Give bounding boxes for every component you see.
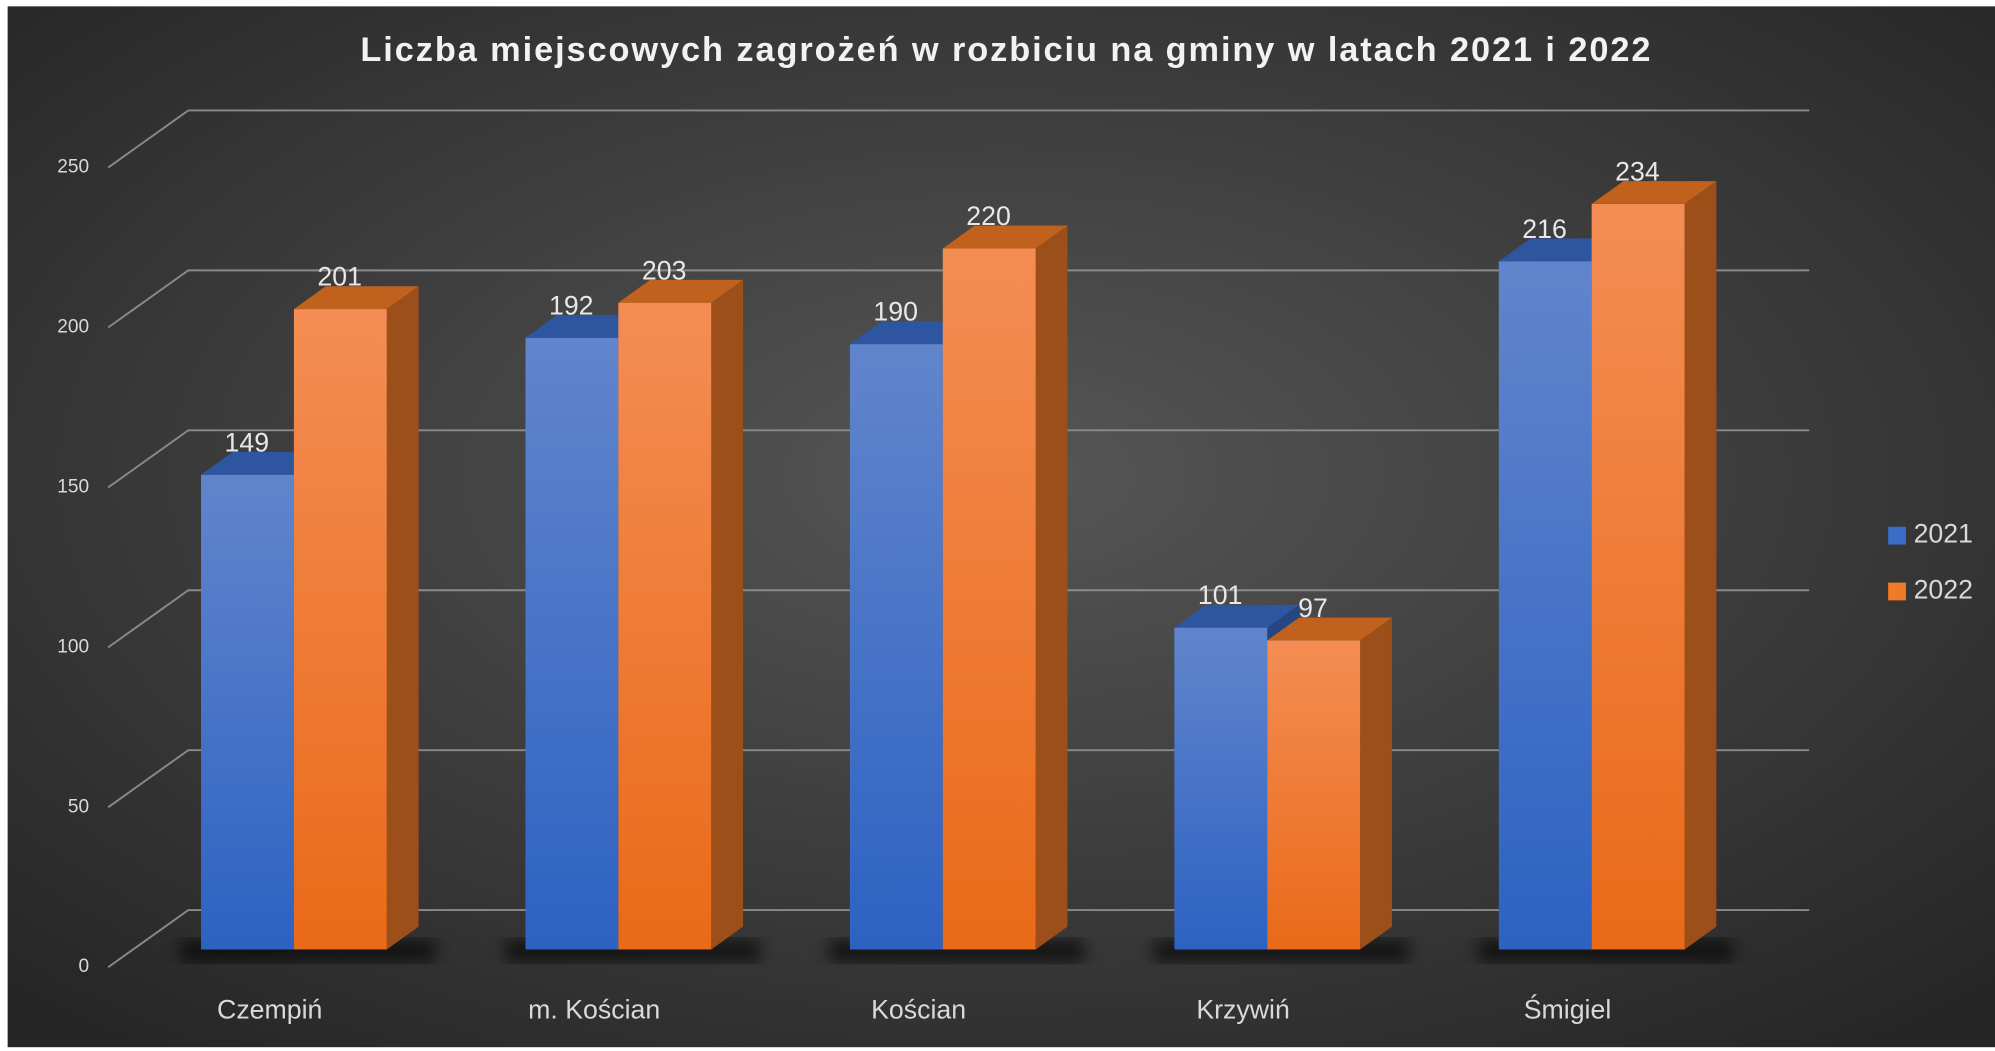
value-label: 220 [966,201,1011,231]
x-tick-label: Krzywiń [1196,995,1289,1025]
y-tick-label: 250 [57,157,89,178]
x-tick-label: Śmigiel [1524,995,1612,1025]
bar-side [711,279,744,950]
value-label: 192 [549,290,594,320]
bar-top [293,286,419,310]
value-label: 201 [317,262,362,292]
bar [293,309,387,950]
value-label: 101 [1198,580,1243,610]
bar [201,474,294,950]
y-tick-label: 100 [57,636,89,657]
bar-side [1035,225,1068,950]
bar-top [942,225,1068,249]
y-tick-label: 0 [78,956,89,977]
legend-label: 2021 [1914,519,1973,549]
bar [1174,627,1268,950]
bar-top [1267,617,1392,641]
bar-side [386,286,419,950]
value-label: 203 [642,255,687,285]
y-tick-label: 200 [57,317,89,338]
bar [618,302,712,950]
x-tick-label: m. Kościan [528,995,660,1025]
grid-line [107,429,1810,489]
grid-line [107,269,1810,329]
y-tick-label: 50 [68,796,89,817]
x-tick-label: Kościan [871,995,966,1025]
grid-line [107,589,1810,649]
value-label: 234 [1615,157,1660,187]
bar [1498,261,1592,950]
bar-side [1684,181,1717,950]
bar [1591,203,1685,950]
bar [525,337,619,950]
chart-title: Liczba miejscowych zagrożeń w rozbiciu n… [360,31,1652,69]
value-label: 190 [873,297,918,327]
bar-top [1174,604,1300,628]
bar [1267,640,1361,950]
value-label: 97 [1298,593,1328,623]
bar-top [618,279,744,303]
legend-label: 2022 [1914,575,1973,605]
x-tick-label: Czempiń [217,995,322,1025]
y-tick-label: 150 [57,476,89,497]
value-label: 149 [225,427,270,457]
legend-swatch [1888,526,1906,545]
grid-line [107,109,1810,169]
bar-side [1360,617,1392,950]
bar [942,248,1036,950]
legend-swatch [1888,582,1906,601]
value-label: 216 [1522,214,1567,244]
bar [849,344,943,950]
bar-top [1591,181,1717,204]
